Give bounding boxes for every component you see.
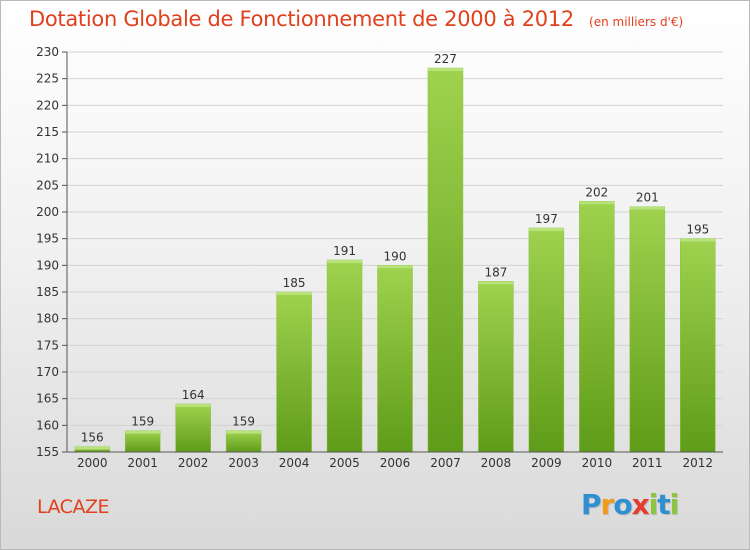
y-tick-label: 220 — [36, 98, 59, 112]
x-tick-label: 2009 — [531, 456, 562, 470]
bar-highlight — [74, 446, 110, 450]
data-label: 191 — [333, 244, 356, 258]
data-label: 201 — [636, 191, 659, 205]
y-tick-label: 185 — [36, 285, 59, 299]
y-tick-label: 205 — [36, 178, 59, 192]
bar-highlight — [125, 430, 161, 434]
logo-letter: o — [613, 488, 632, 521]
x-axis: 2000 2001 2002 2003 2004 2005 2006 2007 2008 2009… — [67, 451, 723, 470]
data-label: 159 — [131, 415, 154, 429]
data-label: 195 — [686, 223, 709, 237]
x-tick-label: 2010 — [582, 456, 613, 470]
data-label: 190 — [384, 249, 407, 263]
data-label: 156 — [81, 431, 104, 445]
y-tick-label: 190 — [36, 258, 59, 272]
logo-letter: i — [648, 488, 659, 521]
x-tick-label: 2008 — [481, 456, 512, 470]
chart-title: Dotation Globale de Fonctionnement de 20… — [29, 7, 683, 31]
bar — [175, 403, 211, 453]
x-tick-label: 2011 — [632, 456, 663, 470]
y-tick-label: 155 — [36, 445, 59, 459]
y-tick-label: 195 — [36, 232, 59, 246]
unit-text: (en milliers d'€) — [589, 15, 684, 29]
x-tick-label: 2003 — [228, 456, 259, 470]
logo-letter: x — [631, 488, 650, 521]
bar-highlight — [377, 265, 413, 269]
x-tick-label: 2002 — [178, 456, 209, 470]
x-tick-label: 2000 — [77, 456, 108, 470]
y-axis: 155 160 165 170 175 180 185 190 195 200 205 210 215 2… — [36, 45, 68, 459]
x-tick-label: 2007 — [430, 456, 461, 470]
data-label: 185 — [283, 276, 306, 290]
bar — [427, 67, 464, 453]
bars: 156 159 164 159 185 191 190 227 187 197 202 201 195 — [74, 52, 716, 453]
bar — [478, 281, 514, 453]
bar — [680, 238, 716, 453]
data-label: 227 — [434, 52, 457, 66]
bar-highlight — [629, 206, 665, 210]
y-tick-label: 230 — [36, 45, 59, 59]
bar — [225, 430, 262, 453]
bar-highlight — [478, 281, 514, 285]
proxiti-logo[interactable]: Proxiti — [581, 488, 680, 521]
logo-letter: i — [669, 488, 680, 521]
y-tick-label: 200 — [36, 205, 59, 219]
y-tick-label: 175 — [36, 338, 59, 352]
data-label: 159 — [232, 415, 255, 429]
data-label: 197 — [535, 212, 558, 226]
bar-highlight — [579, 201, 615, 205]
x-tick-label: 2006 — [380, 456, 411, 470]
bar-highlight — [680, 238, 716, 242]
x-tick-label: 2005 — [329, 456, 360, 470]
data-label: 164 — [182, 388, 205, 402]
y-tick-label: 165 — [36, 392, 59, 406]
bar-highlight — [226, 430, 262, 434]
y-tick-label: 160 — [36, 418, 59, 432]
bar — [276, 291, 312, 453]
bar — [124, 430, 161, 453]
y-tick-label: 225 — [36, 72, 59, 86]
x-tick-label: 2001 — [127, 456, 158, 470]
bar — [579, 201, 615, 453]
y-tick-label: 210 — [36, 152, 59, 166]
data-label: 202 — [585, 185, 608, 199]
y-tick-label: 180 — [36, 312, 59, 326]
logo-letter: P — [581, 488, 602, 521]
y-tick-label: 215 — [36, 125, 59, 139]
bar — [377, 265, 413, 453]
bar-highlight — [175, 404, 211, 407]
data-label: 187 — [484, 265, 507, 279]
bar-highlight — [427, 68, 463, 71]
logo-letter: t — [657, 488, 670, 521]
bar — [528, 227, 565, 453]
commune-name: LACAZE — [37, 496, 109, 518]
logo-letter: r — [600, 488, 615, 521]
x-tick-label: 2012 — [682, 456, 713, 470]
x-tick-label: 2004 — [279, 456, 310, 470]
title-text: Dotation Globale de Fonctionnement de 20… — [29, 7, 574, 31]
bar — [326, 259, 363, 453]
y-tick-label: 170 — [36, 365, 59, 379]
bar-highlight — [276, 292, 312, 295]
bar — [629, 206, 666, 453]
bar-highlight — [327, 260, 363, 263]
bar-highlight — [528, 228, 564, 231]
